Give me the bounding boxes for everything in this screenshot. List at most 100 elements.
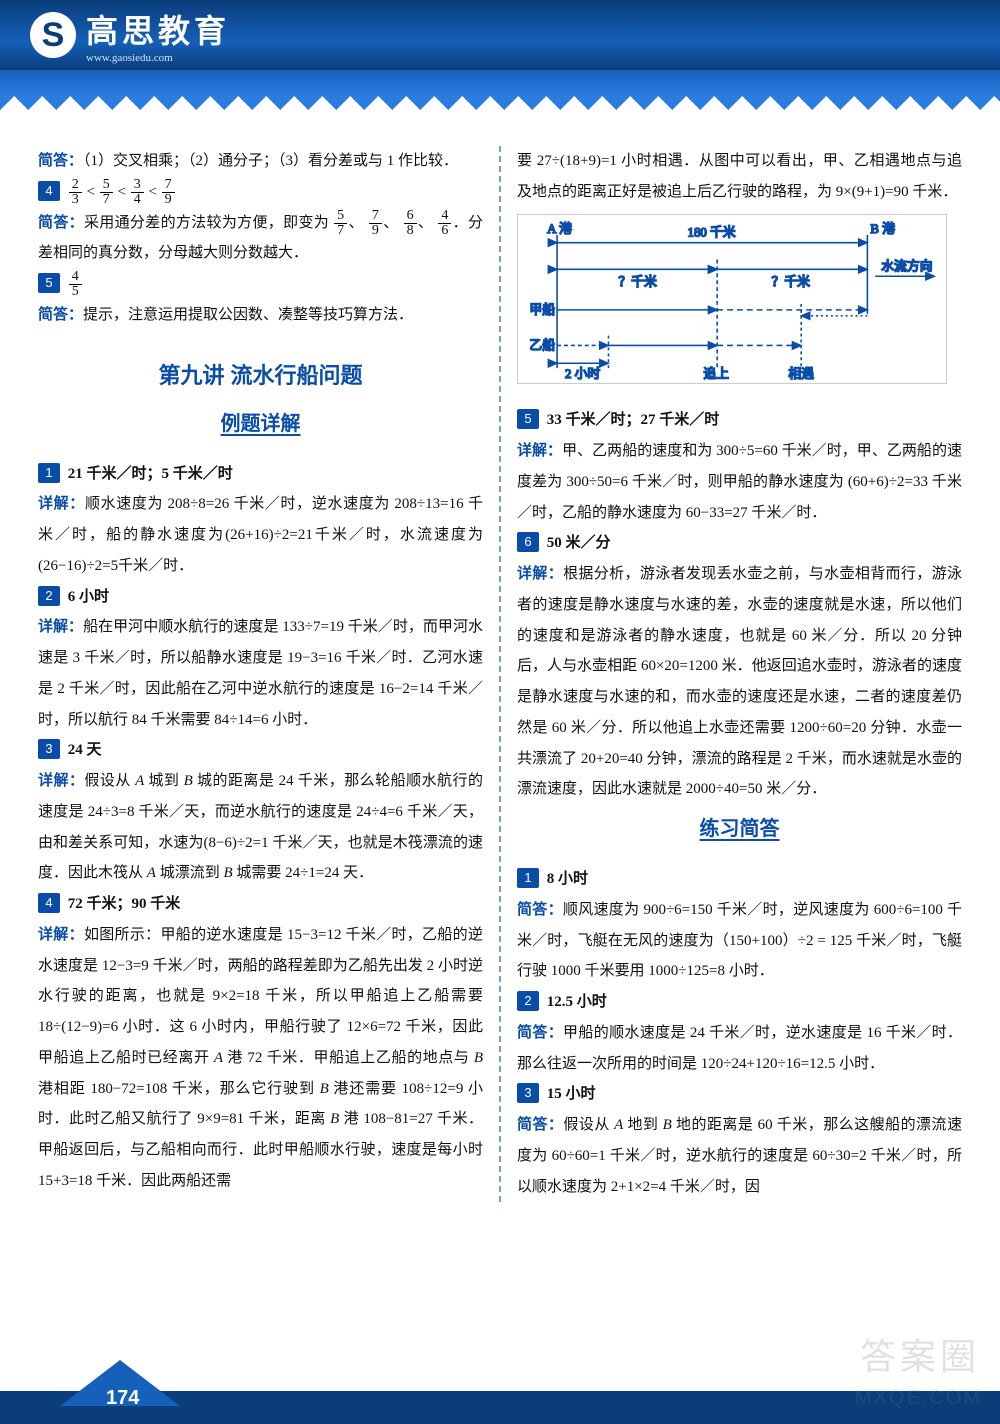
frac: 79	[369, 209, 382, 238]
ex3-body: 详解：假设从 A 城到 B 城的距离是 24 千米，那么轮船顺水航行的速度是 2…	[38, 766, 483, 889]
jia-label: 甲船	[529, 302, 555, 316]
pr1-ans-text: 8 小时	[547, 871, 588, 887]
meet-label: 相遇	[788, 367, 814, 381]
brand-block: 高思教育 www.gaosiedu.com	[86, 6, 230, 64]
qnum-3: 3	[517, 1083, 539, 1103]
label-jianda: 简答：	[38, 306, 83, 323]
b-port-label: B 港	[870, 221, 895, 235]
ex2-ans: 2 6 小时	[38, 582, 483, 613]
label-jianda: 简答：	[517, 1024, 563, 1041]
pr1-body-text: 顺风速度为 900÷6=150 千米／时，逆风速度为 600÷6=100 千米／…	[517, 902, 962, 980]
pr3-body: 简答：假设从 A 地到 B 地的距离是 60 千米，那么这艘船的漂流速度为 60…	[517, 1110, 962, 1202]
qnum-2: 2	[517, 991, 539, 1011]
right-p1: 要 27÷(18+9)=1 小时相遇．从图中可以看出，甲、乙相遇地点与追及地点的…	[517, 146, 962, 208]
left-q4: 4 23 < 57 < 34 < 79	[38, 177, 483, 208]
ex2-body-text: 船在甲河中顺水航行的速度是 133÷7=19 千米／时，而甲河水速是 3 千米／…	[38, 619, 483, 727]
ex2-ans-text: 6 小时	[68, 589, 109, 605]
left-column: 简答：（1）交叉相乘；（2）通分子；（3）看分差或与 1 作比较． 4 23 <…	[38, 146, 483, 1202]
left-p3: 简答：提示，注意运用提取公因数、凑整等技巧算方法．	[38, 300, 483, 331]
dist-180: 180 千米	[688, 225, 736, 239]
label-jianda: 简答：	[517, 1116, 563, 1133]
catch-label: 追上	[703, 366, 729, 381]
frac: 57	[100, 178, 113, 207]
label-detail: 详解：	[38, 772, 84, 789]
pr2-ans: 2 12.5 小时	[517, 987, 962, 1018]
left-p1: 简答：（1）交叉相乘；（2）通分子；（3）看分差或与 1 作比较．	[38, 146, 483, 177]
ex1-ans: 1 21 千米／时；5 千米／时	[38, 459, 483, 490]
section-title-examples: 例题详解	[38, 404, 483, 445]
chapter-title: 第九讲 流水行船问题	[38, 353, 483, 398]
pr3-ans-text: 15 小时	[547, 1086, 596, 1102]
left-p1-body: （1）交叉相乘；（2）通分子；（3）看分差或与 1 作比较．	[83, 153, 458, 169]
column-divider	[499, 146, 501, 1202]
label-detail: 详解：	[517, 565, 563, 582]
ex6-body: 详解：根据分析，游泳者发现丢水壶之前，与水壶相背而行，游泳者的速度是静水速度与水…	[517, 559, 962, 805]
ex5-body: 详解：甲、乙两船的速度和为 300÷5=60 千米／时，甲、乙两船的速度差为 3…	[517, 436, 962, 528]
label-jianda: 简答：	[38, 214, 84, 231]
page-number: 174	[106, 1387, 139, 1410]
brand-url: www.gaosiedu.com	[86, 52, 230, 64]
label-jianda: 简答：	[517, 901, 563, 918]
ex6-body-text: 根据分析，游泳者发现丢水壶之前，与水壶相背而行，游泳者的速度是静水速度与水速的差…	[517, 566, 962, 797]
label-detail: 详解：	[38, 926, 84, 943]
flow-label: 水流方向	[881, 258, 932, 273]
qnum-5: 5	[517, 409, 539, 429]
yi-label: 乙船	[529, 338, 555, 352]
pr2-body-text: 甲船的顺水速度是 24 千米／时，逆水速度是 16 千米／时．那么往返一次所用的…	[517, 1025, 962, 1072]
ex4-body: 详解：如图所示：甲船的逆水速度是 15−3=12 千米／时，乙船的逆水速度是 1…	[38, 920, 483, 1197]
qnum-4: 4	[38, 893, 60, 913]
qnum-5: 5	[38, 273, 60, 293]
ex1-body: 详解：顺水速度为 208÷8=26 千米／时，逆水速度为 208÷13=16 千…	[38, 489, 483, 581]
frac: 23	[69, 178, 82, 207]
pr1-ans: 1 8 小时	[517, 864, 962, 895]
header-bar: S 高思教育 www.gaosiedu.com	[0, 0, 1000, 70]
logo-icon: S	[30, 12, 76, 58]
ex5-body-text: 甲、乙两船的速度和为 300÷5=60 千米／时，甲、乙两船的速度差为 300÷…	[517, 443, 962, 521]
zigzag-border	[0, 70, 1000, 96]
qnum-2: 2	[38, 586, 60, 606]
left-q5: 5 45	[38, 269, 483, 300]
ex6-ans-text: 50 米／分	[547, 535, 611, 551]
page-content: 简答：（1）交叉相乘；（2）通分子；（3）看分差或与 1 作比较． 4 23 <…	[0, 96, 1000, 1232]
ex6-ans: 6 50 米／分	[517, 528, 962, 559]
frac: 68	[404, 209, 417, 238]
qnum-6: 6	[517, 532, 539, 552]
qnum-1: 1	[38, 463, 60, 483]
t2h: 2 小时	[565, 367, 600, 381]
ex3-ans-text: 24 天	[68, 742, 102, 758]
ex5-ans-text: 33 千米／时；27 千米／时	[547, 412, 720, 428]
frac: 34	[131, 178, 144, 207]
label-detail: 详解：	[38, 618, 83, 635]
ex5-ans: 5 33 千米／时；27 千米／时	[517, 405, 962, 436]
label-detail: 详解：	[38, 495, 85, 512]
boat-diagram: A 港 B 港 180 千米 ？千米 ？千米 水流方向 甲船	[517, 214, 947, 384]
qnum-4: 4	[38, 181, 60, 201]
pr1-body: 简答：顺风速度为 900÷6=150 千米／时，逆风速度为 600÷6=100 …	[517, 895, 962, 987]
ex1-body-text: 顺水速度为 208÷8=26 千米／时，逆水速度为 208÷13=16 千米／时…	[38, 496, 483, 574]
brand-text: 高思教育	[86, 6, 230, 52]
p3b: 提示，注意运用提取公因数、凑整等技巧算方法．	[83, 307, 413, 323]
qnum-1: 1	[517, 868, 539, 888]
pr2-ans-text: 12.5 小时	[547, 994, 607, 1010]
qkm1: ？千米	[618, 275, 657, 289]
frac: 46	[438, 209, 451, 238]
pr3-ans: 3 15 小时	[517, 1079, 962, 1110]
ex1-ans-text: 21 千米／时；5 千米／时	[68, 466, 233, 482]
ex4-ans: 4 72 千米；90 千米	[38, 889, 483, 920]
watermark-url: MXQE.COM	[855, 1387, 982, 1410]
frac: 57	[334, 209, 347, 238]
section-title-practice: 练习简答	[517, 809, 962, 850]
watermark-text: 答案圈	[860, 1328, 980, 1380]
label-detail: 详解：	[517, 442, 562, 459]
ex4-ans-text: 72 千米；90 千米	[68, 896, 181, 912]
a-port-label: A 港	[547, 221, 572, 235]
right-column: 要 27÷(18+9)=1 小时相遇．从图中可以看出，甲、乙相遇地点与追及地点的…	[517, 146, 962, 1202]
frac: 45	[69, 270, 82, 299]
qnum-3: 3	[38, 739, 60, 759]
pr2-body: 简答：甲船的顺水速度是 24 千米／时，逆水速度是 16 千米／时．那么往返一次…	[517, 1018, 962, 1080]
p2-pre: 采用通分差的方法较为方便，即变为	[84, 215, 329, 231]
left-p2: 简答：采用通分差的方法较为方便，即变为 57、 79、 68、 46．分差相同的…	[38, 208, 483, 270]
label-jianda: 简答：	[38, 152, 83, 169]
qkm2: ？千米	[772, 275, 811, 289]
frac: 79	[162, 178, 175, 207]
